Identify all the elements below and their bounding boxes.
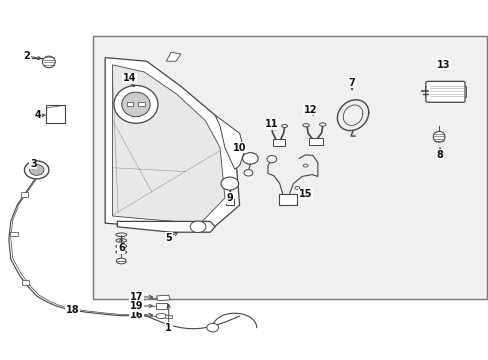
Ellipse shape	[116, 258, 126, 264]
Bar	[425, 86, 427, 97]
Bar	[225, 199, 233, 205]
Bar	[156, 303, 167, 309]
Bar	[272, 139, 284, 146]
Text: 11: 11	[264, 119, 278, 129]
Circle shape	[29, 165, 44, 175]
Bar	[10, 232, 18, 236]
Ellipse shape	[122, 92, 150, 117]
FancyBboxPatch shape	[425, 81, 464, 102]
Bar	[46, 105, 65, 123]
Text: 7: 7	[348, 78, 355, 88]
Ellipse shape	[42, 56, 55, 68]
Ellipse shape	[268, 126, 274, 129]
Bar	[278, 194, 297, 205]
Bar	[308, 138, 322, 145]
Ellipse shape	[281, 125, 287, 127]
Text: 4: 4	[34, 110, 41, 120]
Text: 2: 2	[23, 51, 30, 61]
Circle shape	[266, 156, 276, 163]
Ellipse shape	[294, 186, 299, 189]
Text: 5: 5	[165, 233, 172, 243]
Ellipse shape	[156, 314, 166, 319]
Polygon shape	[105, 58, 239, 230]
Text: 14: 14	[122, 73, 136, 84]
Ellipse shape	[303, 123, 308, 127]
Circle shape	[242, 153, 258, 164]
Bar	[462, 86, 465, 97]
Text: 18: 18	[65, 305, 79, 315]
Bar	[67, 306, 75, 311]
Bar	[21, 280, 29, 285]
Text: 19: 19	[130, 301, 143, 311]
Circle shape	[221, 177, 238, 190]
Text: 10: 10	[232, 143, 246, 153]
Text: 13: 13	[436, 60, 450, 70]
Text: 17: 17	[130, 292, 143, 302]
Ellipse shape	[114, 85, 158, 123]
Bar	[138, 102, 145, 106]
Polygon shape	[112, 65, 224, 223]
Text: 3: 3	[30, 159, 37, 169]
Polygon shape	[117, 221, 215, 232]
Text: 9: 9	[226, 193, 233, 203]
Text: 1: 1	[165, 323, 172, 333]
Ellipse shape	[432, 131, 444, 142]
Circle shape	[244, 170, 252, 176]
Bar	[165, 315, 172, 318]
Ellipse shape	[319, 123, 325, 126]
Ellipse shape	[303, 164, 307, 167]
Polygon shape	[166, 52, 181, 61]
Circle shape	[24, 161, 49, 179]
Bar	[20, 192, 28, 197]
Text: 16: 16	[130, 310, 143, 320]
Polygon shape	[156, 295, 170, 301]
Circle shape	[206, 323, 218, 332]
Text: 6: 6	[118, 243, 124, 253]
Bar	[93, 36, 486, 299]
Text: 15: 15	[298, 189, 312, 199]
Bar	[126, 102, 133, 106]
Text: 12: 12	[303, 105, 317, 115]
Circle shape	[190, 221, 205, 233]
Polygon shape	[215, 115, 244, 169]
Text: 8: 8	[436, 150, 443, 160]
